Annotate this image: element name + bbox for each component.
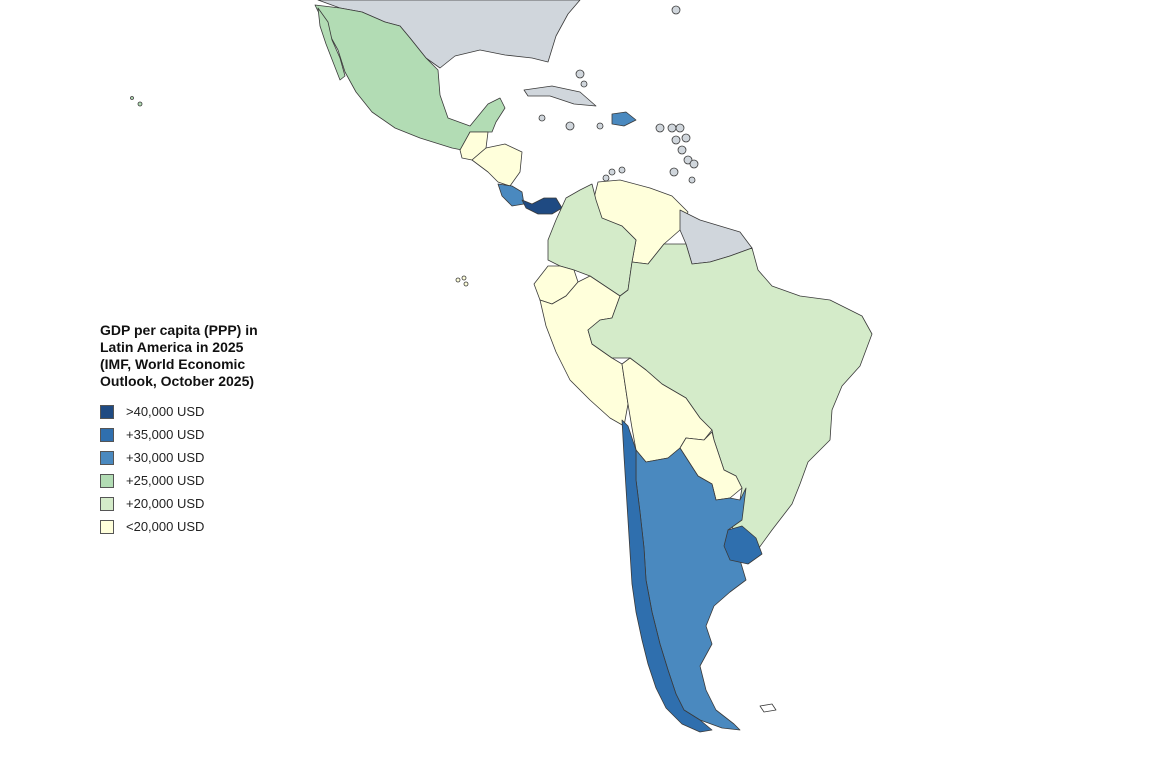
caribbean-islands xyxy=(538,5,699,184)
legend-swatch xyxy=(100,473,114,488)
region-honduras xyxy=(471,143,523,187)
region-dominican-republic xyxy=(611,111,637,127)
region-chile xyxy=(621,419,713,733)
legend-title: GDP per capita (PPP) in Latin America in… xyxy=(100,322,258,389)
region-baja-california xyxy=(317,7,346,81)
region-costa-rica xyxy=(497,183,525,207)
revillagigedo-islands xyxy=(130,96,143,107)
legend-label: +30,000 USD xyxy=(126,450,205,465)
legend-swatch xyxy=(100,496,114,511)
legend-label: +20,000 USD xyxy=(126,496,205,511)
legend-swatch xyxy=(100,450,114,465)
legend-label: <20,000 USD xyxy=(126,519,205,534)
legend-label: >40,000 USD xyxy=(126,404,205,419)
legend-label: +35,000 USD xyxy=(126,427,205,442)
legend-item: <20,000 USD xyxy=(100,515,280,538)
legend-items: >40,000 USD +35,000 USD +30,000 USD +25,000… xyxy=(100,400,280,538)
legend-item: +30,000 USD xyxy=(100,446,280,469)
region-uruguay xyxy=(723,525,763,565)
legend-item: +35,000 USD xyxy=(100,423,280,446)
legend-label: +25,000 USD xyxy=(126,473,205,488)
region-mexico xyxy=(314,4,506,151)
legend-item: +25,000 USD xyxy=(100,469,280,492)
legend-swatch xyxy=(100,519,114,534)
legend-swatch xyxy=(100,427,114,442)
map-legend: GDP per capita (PPP) in Latin America in… xyxy=(100,322,280,538)
legend-item: +20,000 USD xyxy=(100,492,280,515)
region-panama xyxy=(521,197,563,215)
legend-item: >40,000 USD xyxy=(100,400,280,423)
galapagos-islands xyxy=(455,275,469,287)
legend-swatch xyxy=(100,404,114,419)
region-cuba xyxy=(523,85,597,107)
region-falklands xyxy=(759,703,777,713)
